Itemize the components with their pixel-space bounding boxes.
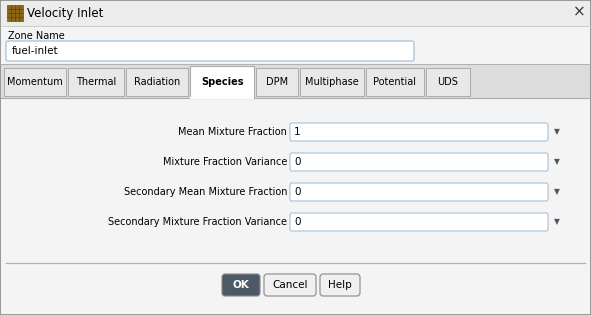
Text: 0: 0 — [294, 217, 300, 227]
Text: ▼: ▼ — [554, 217, 560, 226]
Text: fuel-inlet: fuel-inlet — [12, 46, 59, 56]
Text: Species: Species — [201, 77, 243, 87]
Text: OK: OK — [233, 280, 249, 290]
Bar — [4, 68, 66, 96]
Text: Mean Mixture Fraction: Mean Mixture Fraction — [178, 127, 287, 137]
Text: Velocity Inlet: Velocity Inlet — [27, 7, 103, 20]
Text: ▼: ▼ — [554, 187, 560, 197]
FancyBboxPatch shape — [290, 153, 548, 171]
Bar — [256, 68, 298, 96]
Text: Potential: Potential — [374, 77, 417, 87]
Bar — [1, 64, 590, 98]
Text: Zone Name: Zone Name — [8, 31, 65, 41]
Text: Thermal: Thermal — [76, 77, 116, 87]
Text: Radiation: Radiation — [134, 77, 180, 87]
Text: ×: × — [573, 4, 585, 20]
FancyBboxPatch shape — [290, 183, 548, 201]
FancyBboxPatch shape — [290, 123, 548, 141]
Bar — [68, 68, 124, 96]
Text: 0: 0 — [294, 157, 300, 167]
Text: Momentum: Momentum — [7, 77, 63, 87]
Text: Multiphase: Multiphase — [305, 77, 359, 87]
Text: UDS: UDS — [437, 77, 459, 87]
Text: ▼: ▼ — [554, 158, 560, 167]
Text: Mixture Fraction Variance: Mixture Fraction Variance — [163, 157, 287, 167]
Bar — [1, 98, 590, 265]
Bar — [190, 66, 254, 98]
Text: ▼: ▼ — [554, 128, 560, 136]
FancyBboxPatch shape — [290, 213, 548, 231]
Text: Secondary Mixture Fraction Variance: Secondary Mixture Fraction Variance — [108, 217, 287, 227]
Bar — [1, 1, 590, 26]
FancyBboxPatch shape — [222, 274, 260, 296]
Bar — [126, 68, 188, 96]
Bar — [7, 5, 23, 21]
FancyBboxPatch shape — [6, 41, 414, 61]
Bar — [426, 68, 470, 96]
FancyBboxPatch shape — [320, 274, 360, 296]
Text: Secondary Mean Mixture Fraction: Secondary Mean Mixture Fraction — [124, 187, 287, 197]
FancyBboxPatch shape — [264, 274, 316, 296]
Text: 1: 1 — [294, 127, 301, 137]
Bar — [366, 68, 424, 96]
Text: DPM: DPM — [266, 77, 288, 87]
Bar — [300, 68, 364, 96]
Text: 0: 0 — [294, 187, 300, 197]
Text: Help: Help — [328, 280, 352, 290]
Text: Cancel: Cancel — [272, 280, 308, 290]
